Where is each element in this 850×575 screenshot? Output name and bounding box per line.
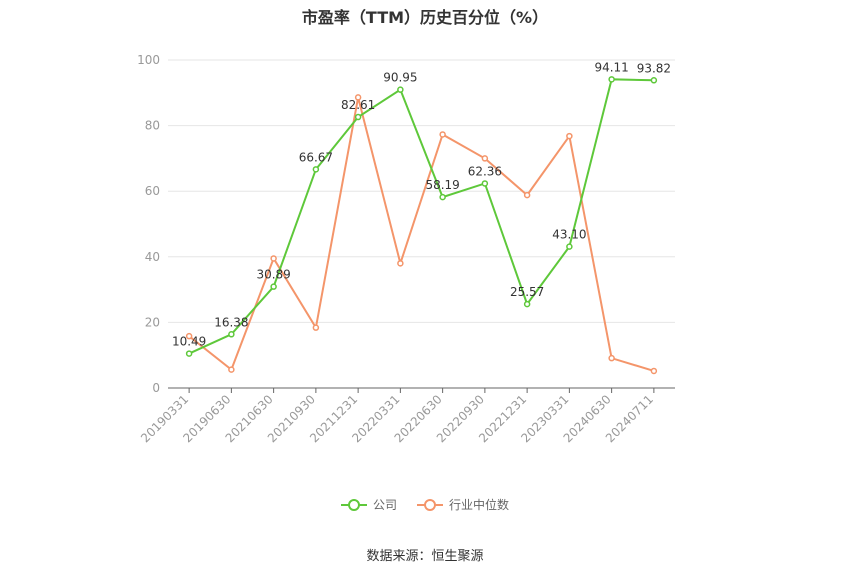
y-tick-label: 40 xyxy=(145,250,160,264)
legend-line-icon-industry-median xyxy=(417,498,443,511)
data-label: 93.82 xyxy=(637,61,671,75)
data-label: 62.36 xyxy=(468,164,502,178)
data-point xyxy=(439,193,446,201)
data-label: 82.61 xyxy=(341,98,375,112)
chart-title: 市盈率（TTM）历史百分位（%） xyxy=(301,8,549,27)
y-tick-label: 80 xyxy=(145,119,160,133)
data-point xyxy=(650,77,658,84)
label-layer: 10.49 16.38 30.89 66.67 82.61 90.95 58.19 62.36… xyxy=(172,60,671,348)
series-layer xyxy=(185,76,658,375)
data-point xyxy=(608,354,615,362)
y-tick-label: 100 xyxy=(137,53,160,67)
data-label: 66.67 xyxy=(299,150,333,164)
data-point xyxy=(481,180,489,187)
data-point xyxy=(185,332,193,340)
data-point xyxy=(566,132,573,140)
y-tick-label: 60 xyxy=(145,184,160,198)
legend-item-industry-median[interactable]: 行业中位数 xyxy=(417,496,509,513)
data-point xyxy=(523,300,531,308)
series-line-company xyxy=(188,78,654,355)
data-source-note: 数据来源：恒生聚源 xyxy=(366,549,484,564)
data-label: 43.10 xyxy=(552,228,586,242)
data-point xyxy=(312,166,320,173)
data-point xyxy=(270,255,277,262)
series-line-industry-median xyxy=(188,97,655,372)
grid-layer xyxy=(168,59,675,323)
data-point xyxy=(397,86,404,93)
data-label: 10.49 xyxy=(172,335,206,349)
y-tick-label: 0 xyxy=(152,381,160,395)
data-point xyxy=(228,366,235,373)
data-point xyxy=(481,155,489,162)
data-point xyxy=(228,331,235,338)
data-label: 58.19 xyxy=(425,178,459,192)
legend-item-company[interactable]: 公司 xyxy=(340,496,397,513)
data-point xyxy=(354,113,362,121)
data-point xyxy=(354,94,362,101)
data-label: 16.38 xyxy=(214,315,248,329)
legend: 公司 行业中位数 xyxy=(0,496,850,513)
data-point xyxy=(185,350,193,357)
data-point xyxy=(523,191,531,199)
data-label: 94.11 xyxy=(594,60,628,74)
data-point xyxy=(650,367,658,375)
data-point xyxy=(270,283,277,290)
data-point xyxy=(566,243,573,250)
data-point xyxy=(397,260,404,267)
data-point xyxy=(439,131,446,138)
legend-line-icon-company xyxy=(340,498,367,511)
legend-label-industry-median: 行业中位数 xyxy=(449,498,510,512)
data-point xyxy=(608,76,615,83)
data-point xyxy=(312,324,320,331)
y-tick-label: 20 xyxy=(145,315,160,329)
legend-label-company: 公司 xyxy=(372,498,397,512)
data-label: 25.57 xyxy=(510,285,544,299)
data-label: 90.95 xyxy=(383,71,417,85)
data-label: 30.89 xyxy=(256,268,290,282)
